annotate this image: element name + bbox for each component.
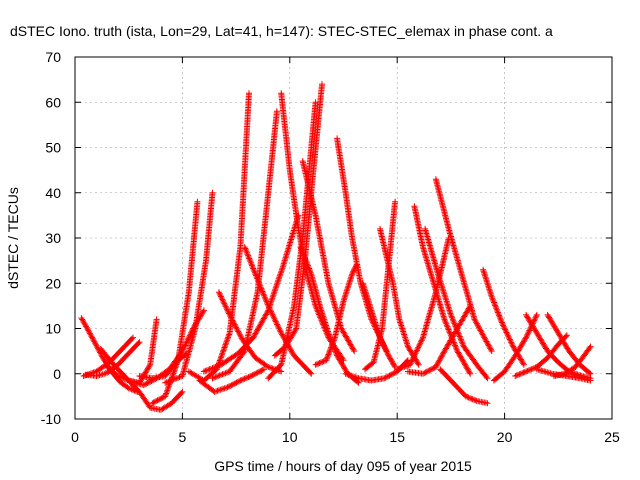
series-markers (209, 108, 280, 382)
data-series (265, 99, 319, 382)
chart-title: dSTEC Iono. truth (ista, Lon=29, Lat=41,… (10, 23, 553, 39)
series-markers (480, 266, 527, 368)
data-series (312, 262, 360, 368)
data-series (394, 235, 452, 373)
data-series (432, 176, 495, 355)
y-tick-label: 40 (45, 185, 61, 201)
data-series (209, 108, 280, 382)
data-series (334, 135, 390, 355)
data-series (422, 225, 491, 382)
y-tick-label: 60 (45, 94, 61, 110)
series-markers (299, 158, 358, 355)
data-series (544, 311, 594, 377)
data-series (359, 280, 399, 370)
data-series (362, 198, 399, 373)
series-markers (437, 366, 491, 407)
y-tick-label: -10 (41, 411, 61, 427)
data-series (82, 339, 143, 379)
series-markers (362, 198, 399, 373)
y-tick-label: 0 (53, 366, 61, 382)
y-axis-label: dSTEC / TECUs (5, 187, 21, 289)
series-markers (359, 280, 399, 370)
y-tick-label: 30 (45, 230, 61, 246)
x-axis-label: GPS time / hours of day 095 of year 2015 (214, 458, 472, 474)
series-markers (265, 99, 319, 382)
data-series (149, 198, 201, 407)
y-tick-label: 70 (45, 49, 61, 65)
x-tick-label: 15 (389, 429, 405, 445)
series-markers (162, 189, 216, 386)
series-markers (432, 176, 495, 355)
data-series (271, 81, 325, 359)
data-series (404, 302, 474, 377)
x-tick-label: 0 (71, 429, 79, 445)
data-series (480, 266, 527, 368)
series-markers (334, 135, 390, 355)
data-series (299, 158, 358, 355)
data-series (533, 366, 594, 384)
series-markers (544, 311, 594, 377)
series-markers (312, 262, 360, 368)
series-markers (404, 302, 474, 377)
series-markers (533, 366, 594, 384)
data-series (490, 311, 540, 384)
data-series (200, 212, 302, 375)
y-tick-label: 10 (45, 321, 61, 337)
y-tick-label: 20 (45, 275, 61, 291)
series-markers (297, 244, 362, 386)
series-markers (82, 339, 143, 379)
data-marks (78, 81, 594, 413)
x-tick-label: 10 (282, 429, 298, 445)
x-tick-label: 25 (604, 429, 620, 445)
data-series (297, 244, 362, 386)
x-axis-ticks: 0 5 10 15 20 25 (71, 57, 620, 445)
x-tick-label: 5 (179, 429, 187, 445)
x-tick-label: 20 (497, 429, 513, 445)
series-markers (422, 225, 491, 382)
y-axis-ticks: -10 0 10 20 30 40 50 60 70 (41, 49, 612, 427)
series-markers (490, 311, 540, 384)
data-series (437, 366, 491, 407)
series-markers (200, 212, 302, 375)
data-series (162, 189, 216, 386)
y-tick-label: 50 (45, 140, 61, 156)
series-markers (149, 198, 201, 407)
series-markers (394, 235, 452, 373)
series-markers (271, 81, 325, 359)
